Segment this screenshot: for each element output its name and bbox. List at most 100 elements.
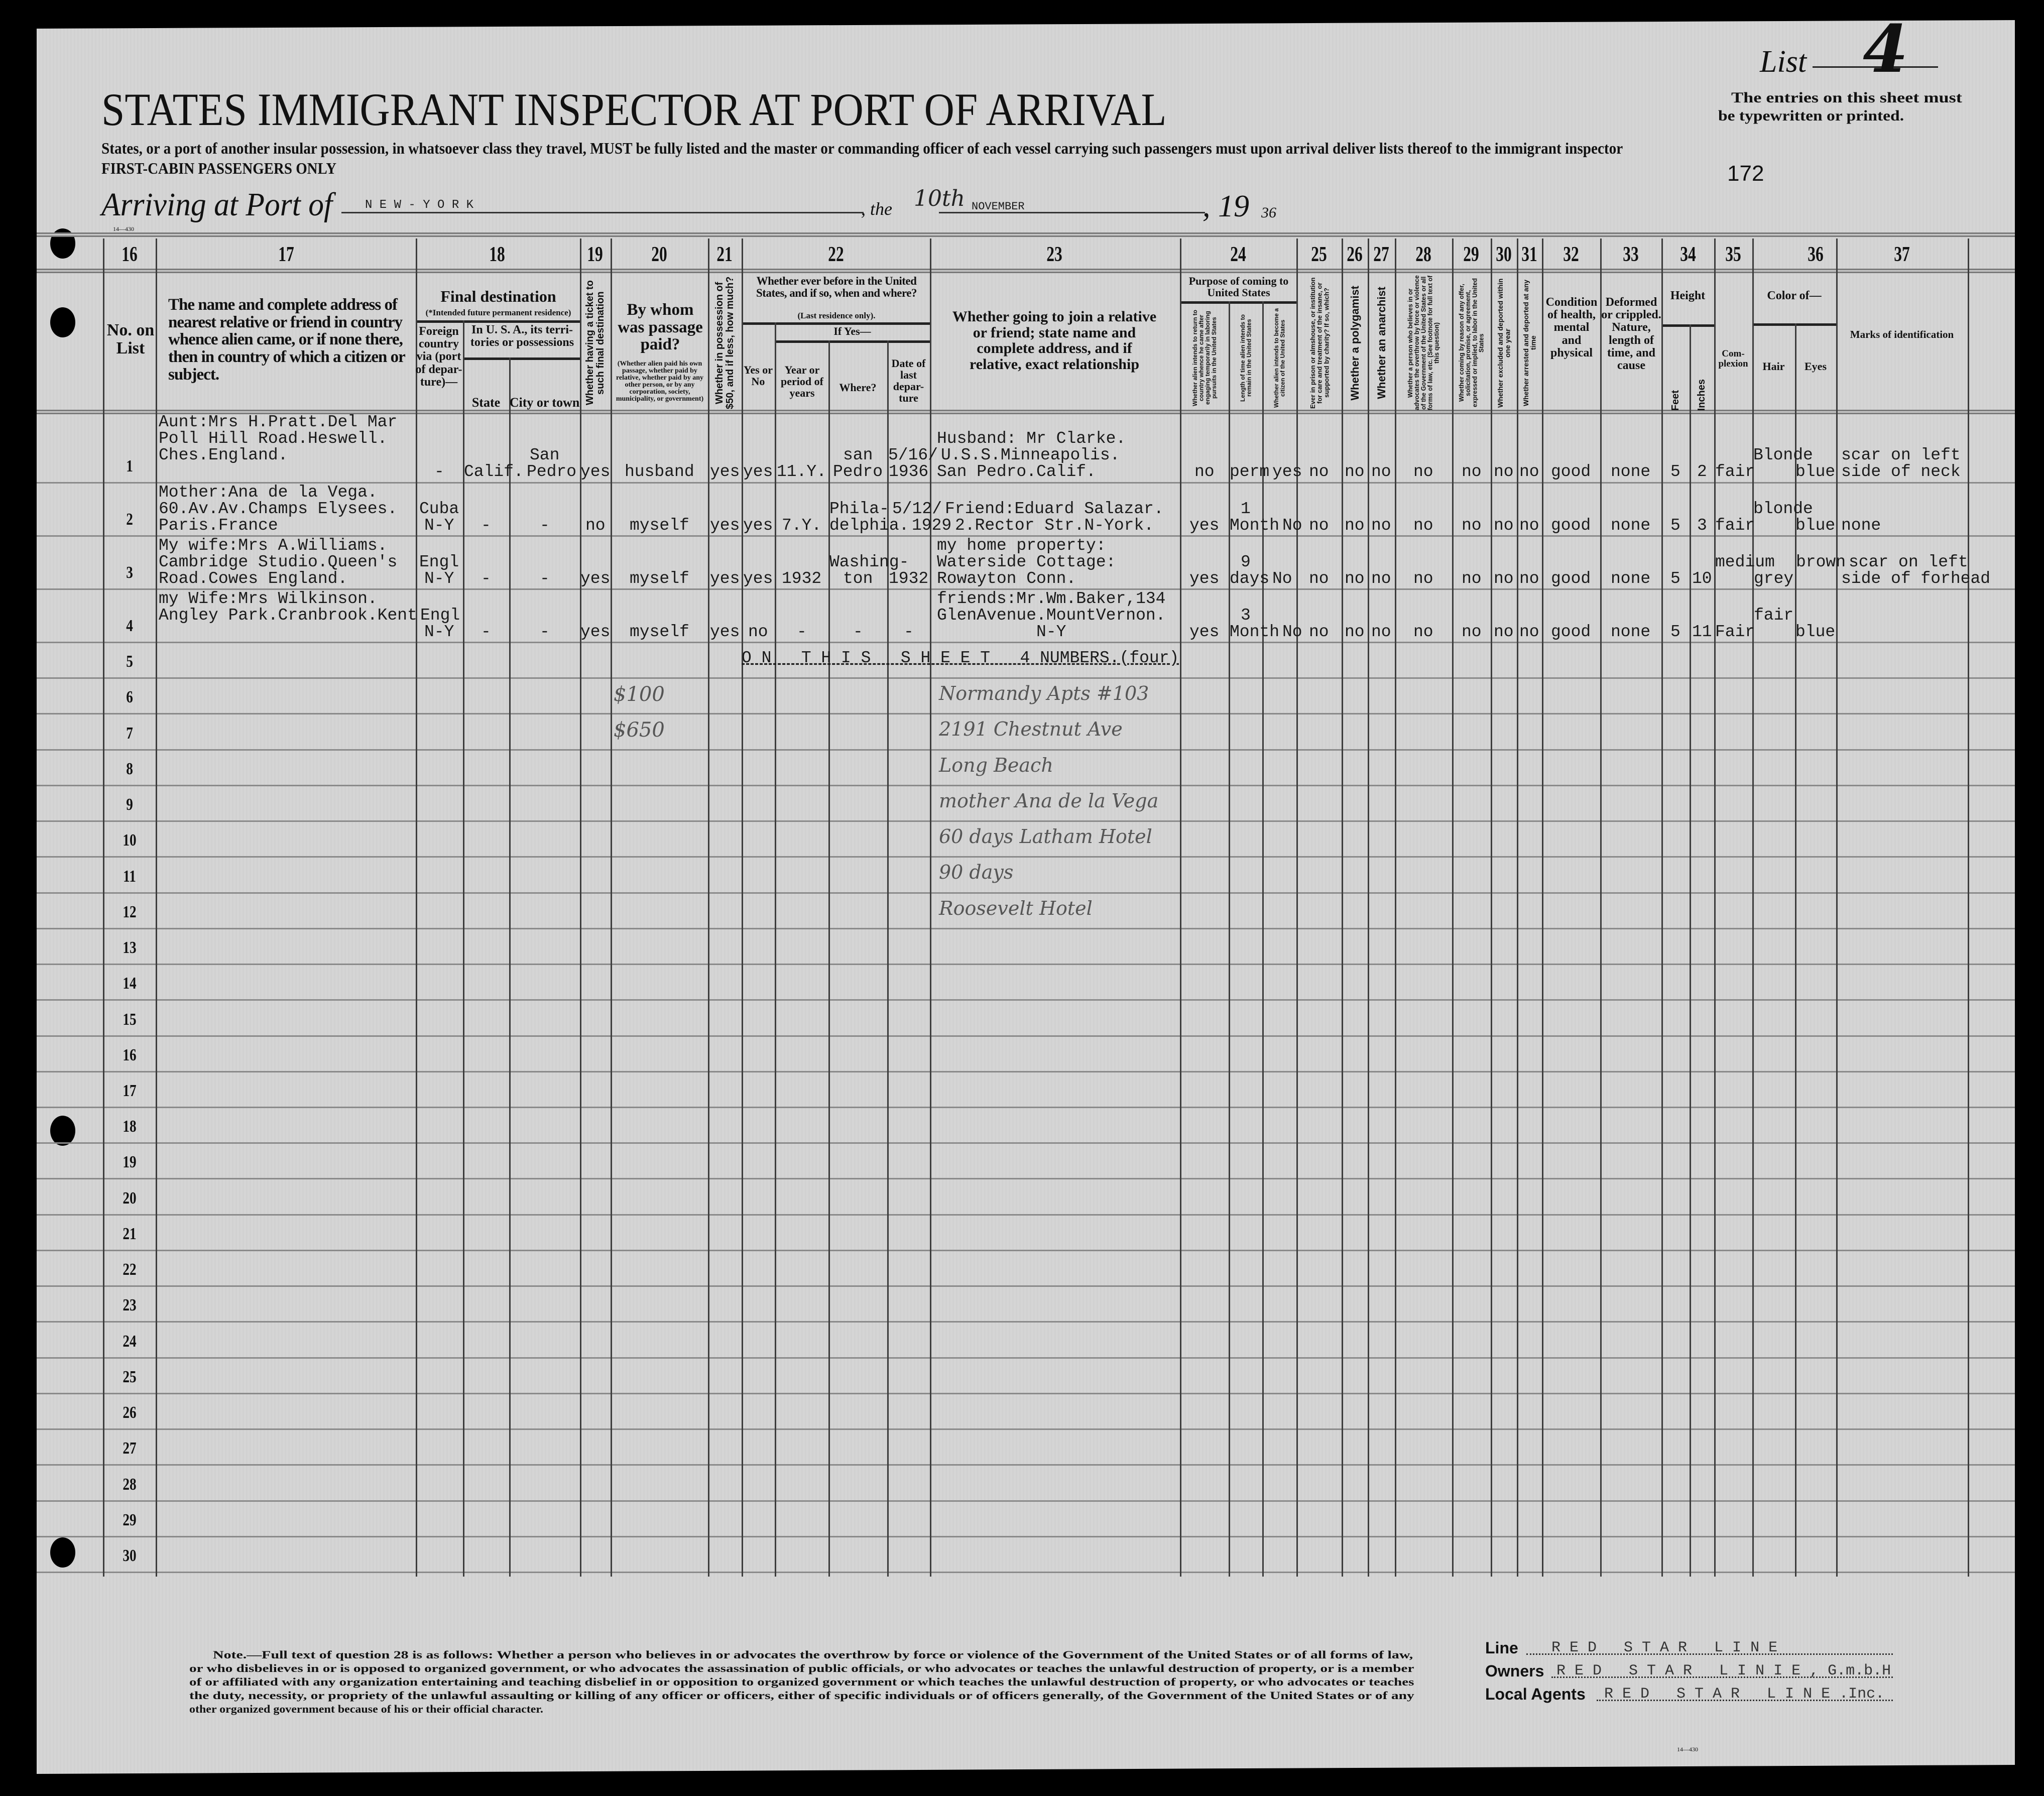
agents-value: R E D S T A R L I N E .Inc. [1604,1686,1885,1703]
cell-c35: Fair [1715,623,1755,641]
row-number: 18 [123,1117,137,1136]
column-rule [580,238,581,1577]
cell-city: San [530,446,560,464]
cell-c23: my home property: [937,536,1106,555]
footnote-line: of or affiliated with any organization e… [189,1675,1414,1688]
row-number: 16 [123,1046,137,1064]
column-rule [828,340,830,1577]
cell-state: - [481,516,491,535]
row-number: 23 [123,1296,137,1314]
column-rule [1714,238,1716,1577]
row-number: 6 [126,688,133,706]
row-number: 11 [123,867,136,886]
cell-c17: 60.Av.Av.Champs Elysees. [159,500,398,518]
page-title: STATES IMMIGRANT INSPECTOR AT PORT OF AR… [101,84,1167,135]
column-number: 16 [122,243,138,266]
cell-where: Pedro [833,462,883,481]
cell-c26: no [1345,462,1365,481]
cell-eyes: blue [1795,462,1836,481]
row-number: 14 [123,974,137,993]
cell-c24: No [1282,623,1302,641]
column-number: 19 [587,243,603,266]
cell-c23: GlenAvenue.MountVernon. [937,606,1166,625]
header-ticket: Whether having a ticket to such final de… [584,280,606,406]
cell-c27: no [1371,569,1391,588]
cell-c20: husband [625,462,694,481]
subheader-rule [742,322,930,325]
row-rule [37,964,2015,965]
row-number: 21 [123,1225,137,1243]
row-rule [37,928,2015,929]
footnote-line: or who disbelieves in or is opposed to o… [189,1662,1414,1674]
column-rule [1262,301,1264,1577]
header-purpose: Purpose of coming to United States [1188,275,1289,299]
cell-c19: yes [580,569,611,588]
column-rule [742,238,743,1577]
cell-c26: no [1345,516,1365,535]
column-rule [775,322,776,1577]
header-yes-no: Yes or No [743,364,773,388]
row-number: 20 [123,1189,137,1208]
row-number: 24 [123,1332,137,1351]
column-number: 29 [1463,243,1479,266]
cell-a24: no [1194,462,1215,481]
cell-b24: Month [1230,516,1280,535]
subheader-rule [1180,301,1296,304]
column-rule [1517,238,1518,1577]
cell-c18f: Engl [419,553,459,571]
column-rule [1229,301,1230,1577]
cell-c17: Angley Park.Cranbrook.Kent [159,606,417,625]
column-rule [1491,238,1492,1577]
cell-c28: no [1413,462,1433,481]
row-rule [37,713,2015,714]
instructions-text: States, or a port of another insular pos… [101,139,1623,157]
row-rule [37,1393,2015,1394]
list-label: List [1760,45,1807,79]
line-dots [1526,1653,1893,1655]
cell-c21: yes [710,569,740,588]
cell-where: ton [843,569,873,588]
cell-c37: none [1841,516,1881,535]
row-number: 28 [123,1475,137,1494]
footnote-line: the duty, necessity, or propriety of the… [189,1689,1414,1702]
header-final-destination: Final destination [440,287,556,305]
row-number: 29 [123,1511,137,1529]
column-number: 22 [828,243,844,266]
cell-feet: 5 [1670,569,1680,588]
cell-c35: medium [1715,553,1775,571]
footnote-line: Note.—Full text of question 28 is as fol… [213,1648,1413,1661]
cell-c20: myself [630,569,689,588]
header-overthrow: Whether a person who believes in or advo… [1407,275,1440,411]
column-number: 24 [1230,243,1246,266]
cell-c28: no [1413,623,1433,641]
cell-year: 7.Y. [782,516,822,535]
cell-c23: Waterside Cottage: [937,553,1116,571]
cell-date: 1929 [912,516,952,535]
cell-c25: no [1309,462,1329,481]
cell-b24: 1 [1241,500,1251,518]
cell-c37: side of forhead [1841,569,1991,588]
cell-inches: 2 [1697,462,1707,481]
cell-a24: yes [1189,516,1220,535]
cell-hair: blonde [1753,500,1813,518]
column-rule [1368,238,1369,1577]
column-rule [1836,238,1838,1577]
cell-date: 5/12/ [892,500,942,518]
column-rule [1296,238,1298,1577]
column-number: 28 [1415,243,1431,266]
row-rule [37,535,2015,537]
column-number: 37 [1894,243,1910,266]
cell-feet: 5 [1670,623,1680,641]
cell-c25: no [1309,569,1329,588]
cell-c18f: - [434,462,444,481]
column-rule [1395,238,1396,1577]
cell-c31: no [1519,462,1539,481]
column-rule [1795,323,1796,1577]
row-rule [37,892,2015,894]
cell-c19: no [585,516,606,535]
row-rule [37,1107,2015,1108]
arrival-day: 10th [914,186,966,211]
row-number: 2 [126,510,133,529]
cell-c33: none [1611,516,1651,535]
